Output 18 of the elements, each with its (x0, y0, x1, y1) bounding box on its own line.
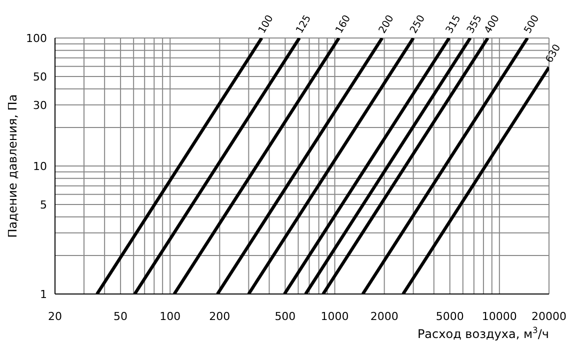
x-axis-title: Расход воздуха, м$^{3}$/ч (417, 325, 549, 341)
y-axis-title: Падение давления, Па (5, 94, 20, 238)
y-tick-label: 100 (26, 32, 47, 45)
x-tick-label: 5000 (436, 310, 464, 323)
y-tick-label: 5 (40, 198, 47, 212)
y-tick-label: 30 (33, 98, 47, 112)
x-tick-label: 2000 (370, 310, 398, 323)
x-tick-label: 10000 (482, 310, 517, 323)
x-tick-label: 500 (274, 310, 296, 323)
y-tick-label: 1 (40, 288, 47, 301)
x-tick-label: 50 (114, 310, 128, 323)
x-tick-label: 20000 (532, 310, 566, 323)
y-tick-label: 50 (33, 70, 47, 84)
x-tick-label: 1000 (320, 310, 349, 323)
x-tick-label: 20 (48, 310, 62, 323)
y-tick-label: 10 (33, 160, 47, 173)
x-tick-label: 200 (209, 310, 230, 323)
x-tick-label: 100 (160, 310, 181, 323)
